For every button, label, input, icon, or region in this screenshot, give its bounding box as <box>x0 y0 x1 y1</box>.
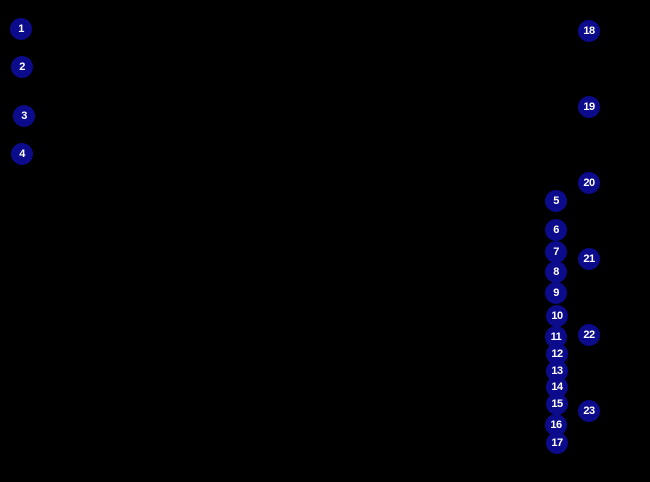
som-marker-22[interactable]: 22 <box>578 324 600 346</box>
som-marker-23[interactable]: 23 <box>578 400 600 422</box>
som-marker-11[interactable]: 11 <box>545 326 567 348</box>
som-marker-5[interactable]: 5 <box>545 190 567 212</box>
som-marker-3[interactable]: 3 <box>13 105 35 127</box>
som-marker-15[interactable]: 15 <box>546 393 568 415</box>
som-marker-1[interactable]: 1 <box>10 18 32 40</box>
som-marker-17[interactable]: 17 <box>546 432 568 454</box>
som-marker-6[interactable]: 6 <box>545 219 567 241</box>
som-marker-20[interactable]: 20 <box>578 172 600 194</box>
som-marker-7[interactable]: 7 <box>545 241 567 263</box>
som-marker-8[interactable]: 8 <box>545 261 567 283</box>
som-marker-12[interactable]: 12 <box>546 343 568 365</box>
som-marker-18[interactable]: 18 <box>578 20 600 42</box>
som-marker-10[interactable]: 10 <box>546 305 568 327</box>
som-marker-2[interactable]: 2 <box>11 56 33 78</box>
som-marker-14[interactable]: 14 <box>546 376 568 398</box>
som-marker-16[interactable]: 16 <box>545 414 567 436</box>
som-marker-21[interactable]: 21 <box>578 248 600 270</box>
som-marker-19[interactable]: 19 <box>578 96 600 118</box>
som-marker-9[interactable]: 9 <box>545 282 567 304</box>
som-marker-4[interactable]: 4 <box>11 143 33 165</box>
